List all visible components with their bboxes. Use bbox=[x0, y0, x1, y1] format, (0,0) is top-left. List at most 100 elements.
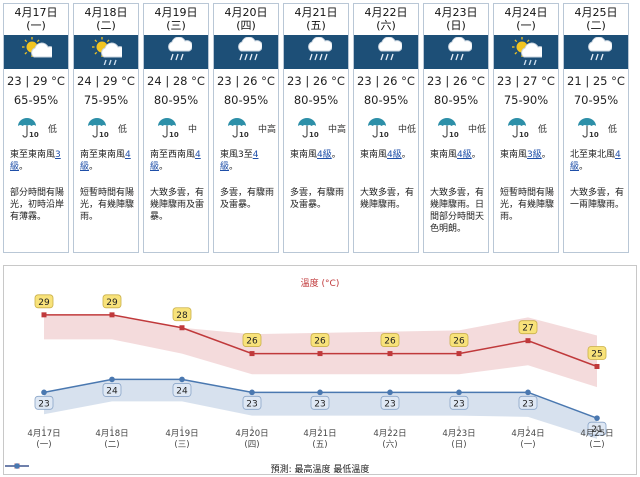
humidity-range: 75-95% bbox=[83, 93, 129, 107]
min-temp-label: 24 bbox=[106, 386, 118, 396]
wind-end: 。 bbox=[401, 150, 411, 160]
wind-forecast: 東南風4級。 bbox=[290, 149, 344, 161]
min-temp-label-box bbox=[34, 395, 54, 410]
x-tick-sublabel: (六) bbox=[382, 439, 397, 450]
umbrella-psr-icon: 10 bbox=[88, 118, 109, 139]
forecast-weekday: (日) bbox=[446, 19, 466, 32]
wind-forecast: 南至西南風4級。 bbox=[150, 149, 204, 173]
min-temp-point bbox=[456, 389, 462, 396]
max-temp-label-box bbox=[242, 333, 262, 347]
min-temp-point bbox=[387, 389, 393, 396]
humidity-range: 75-90% bbox=[503, 93, 549, 107]
weather-description: 短暫時間有陽光，有幾陣驟雨。 bbox=[80, 188, 135, 222]
temperature-chart: 溫度 (°C) 29 29 28 26 26 26 26 27 25 23 24 24 23 23 23 23 2… bbox=[3, 265, 637, 475]
wind-force-link[interactable]: 3級 bbox=[10, 150, 61, 172]
max-temp-point bbox=[387, 351, 393, 357]
max-temp-range-band bbox=[44, 314, 597, 388]
forecast-weekday: (六) bbox=[376, 19, 396, 32]
svg-text:10: 10 bbox=[589, 131, 599, 139]
psr-level: 低 bbox=[118, 125, 128, 135]
max-temp-label: 26 bbox=[246, 337, 258, 347]
forecast-day-card: 4月23日 (日) 23 | 26 °C 80-95% 10 中低 東南風4級。… bbox=[423, 3, 489, 253]
forecast-weekday: (二) bbox=[96, 19, 116, 32]
forecast-weekday: (五) bbox=[306, 19, 326, 32]
psr-level: 中低 bbox=[468, 125, 487, 135]
legend-min-swatch bbox=[5, 463, 29, 469]
forecast-date: 4月19日 bbox=[154, 6, 198, 19]
max-temp-label: 26 bbox=[314, 337, 326, 347]
wind-end: 。 bbox=[579, 162, 589, 172]
max-temp-label: 27 bbox=[522, 324, 533, 334]
wind-direction: 北至東北風 bbox=[570, 150, 616, 160]
min-temp-label: 23 bbox=[453, 399, 464, 409]
forecast-cards: 4月17日 (一) 23 | 29 °C 65-95% 10 低 東至東南風3級… bbox=[3, 3, 629, 253]
max-temp-label-box bbox=[102, 294, 122, 309]
min-temp-label: 24 bbox=[176, 386, 188, 396]
wind-force-link[interactable]: 3級 bbox=[527, 150, 542, 160]
min-temp-label: 23 bbox=[522, 399, 533, 409]
humidity-range: 65-95% bbox=[13, 93, 59, 107]
max-temp-label: 25 bbox=[591, 350, 602, 360]
x-tick-label: 4月23日 bbox=[442, 429, 475, 439]
wind-force-link[interactable]: 4級 bbox=[457, 150, 472, 160]
min-temp-label: 23 bbox=[314, 399, 325, 409]
wind-direction: 東南風 bbox=[430, 150, 458, 160]
umbrella-psr-icon: 10 bbox=[298, 118, 319, 139]
max-temp-point bbox=[249, 351, 255, 357]
forecast-date: 4月18日 bbox=[84, 6, 128, 19]
x-tick-sublabel: (二) bbox=[104, 440, 119, 450]
min-temp-point bbox=[41, 389, 47, 396]
max-temp-label-box bbox=[587, 346, 607, 360]
x-tick-label: 4月25日 bbox=[580, 429, 613, 439]
min-temp-label-box bbox=[380, 395, 400, 410]
wind-forecast: 東至東南風3級。 bbox=[10, 149, 64, 173]
forecast-day-card: 4月18日 (二) 24 | 29 °C 75-95% 10 低 南至東南風4級… bbox=[73, 3, 139, 253]
forecast-day-card: 4月21日 (五) 23 | 26 °C 80-95% 10 中高 東南風4級。… bbox=[283, 3, 349, 253]
wind-force-link[interactable]: 4級 bbox=[317, 150, 332, 160]
forecast-day-card: 4月19日 (三) 24 | 28 °C 80-95% 10 中 南至西南風4級… bbox=[143, 3, 209, 253]
svg-text:10: 10 bbox=[29, 131, 39, 139]
umbrella-psr-icon: 10 bbox=[158, 118, 179, 139]
x-tick-label: 4月22日 bbox=[373, 429, 406, 439]
wind-force-link[interactable]: 4級 bbox=[150, 150, 201, 172]
legend-max-label: 最高溫度 bbox=[294, 465, 331, 475]
humidity-range: 80-95% bbox=[433, 93, 479, 107]
min-temp-label: 23 bbox=[38, 399, 49, 409]
umbrella-psr-icon: 10 bbox=[438, 118, 459, 139]
humidity-range: 70-95% bbox=[573, 93, 619, 107]
svg-text:10: 10 bbox=[309, 131, 319, 139]
wind-force-link[interactable]: 4級 bbox=[387, 150, 402, 160]
wind-end: 。 bbox=[229, 162, 239, 172]
min-temp-point bbox=[179, 376, 185, 383]
min-temp-point bbox=[109, 376, 115, 383]
weather-icon-box bbox=[74, 35, 138, 69]
wind-force-link[interactable]: 4級 bbox=[220, 150, 259, 172]
wind-forecast: 東風3至4級。 bbox=[220, 149, 274, 173]
humidity-range: 80-95% bbox=[223, 93, 269, 107]
umbrella-psr-icon: 10 bbox=[508, 118, 529, 139]
wind-forecast: 東南風4級。 bbox=[360, 149, 414, 161]
wind-force-link[interactable]: 4級 bbox=[80, 150, 131, 172]
forecast-date: 4月23日 bbox=[434, 6, 478, 19]
max-temp-label: 29 bbox=[106, 298, 118, 308]
wind-forecast: 東南風3級。 bbox=[500, 149, 554, 161]
max-temp-label-box bbox=[34, 294, 54, 309]
wind-forecast: 南至東南風4級。 bbox=[80, 149, 134, 173]
temperature-range: 23 | 26 °C bbox=[357, 74, 415, 88]
forecast-date: 4月22日 bbox=[364, 6, 408, 19]
wind-force-link[interactable]: 4級 bbox=[570, 150, 621, 172]
svg-text:10: 10 bbox=[379, 131, 389, 139]
psr-level: 低 bbox=[538, 125, 548, 135]
forecast-weekday: (二) bbox=[586, 19, 606, 32]
x-tick-sublabel: (五) bbox=[312, 440, 327, 450]
weather-description: 大致多雲，有幾陣驟雨。 bbox=[360, 188, 415, 210]
x-tick-sublabel: (二) bbox=[589, 440, 604, 450]
x-tick-sublabel: (三) bbox=[174, 440, 189, 450]
psr-level: 中高 bbox=[328, 125, 347, 135]
x-tick-sublabel: (日) bbox=[451, 440, 466, 450]
forecast-weekday: (三) bbox=[166, 19, 186, 32]
forecast-day-card: 4月24日 (一) 23 | 27 °C 75-90% 10 低 東南風3級。 … bbox=[493, 3, 559, 253]
x-tick-label: 4月18日 bbox=[95, 429, 128, 439]
weather-description: 大致多雲，有幾陣驟雨。日間部分時間天色明朗。 bbox=[430, 188, 485, 234]
psr-level: 中高 bbox=[258, 125, 277, 135]
